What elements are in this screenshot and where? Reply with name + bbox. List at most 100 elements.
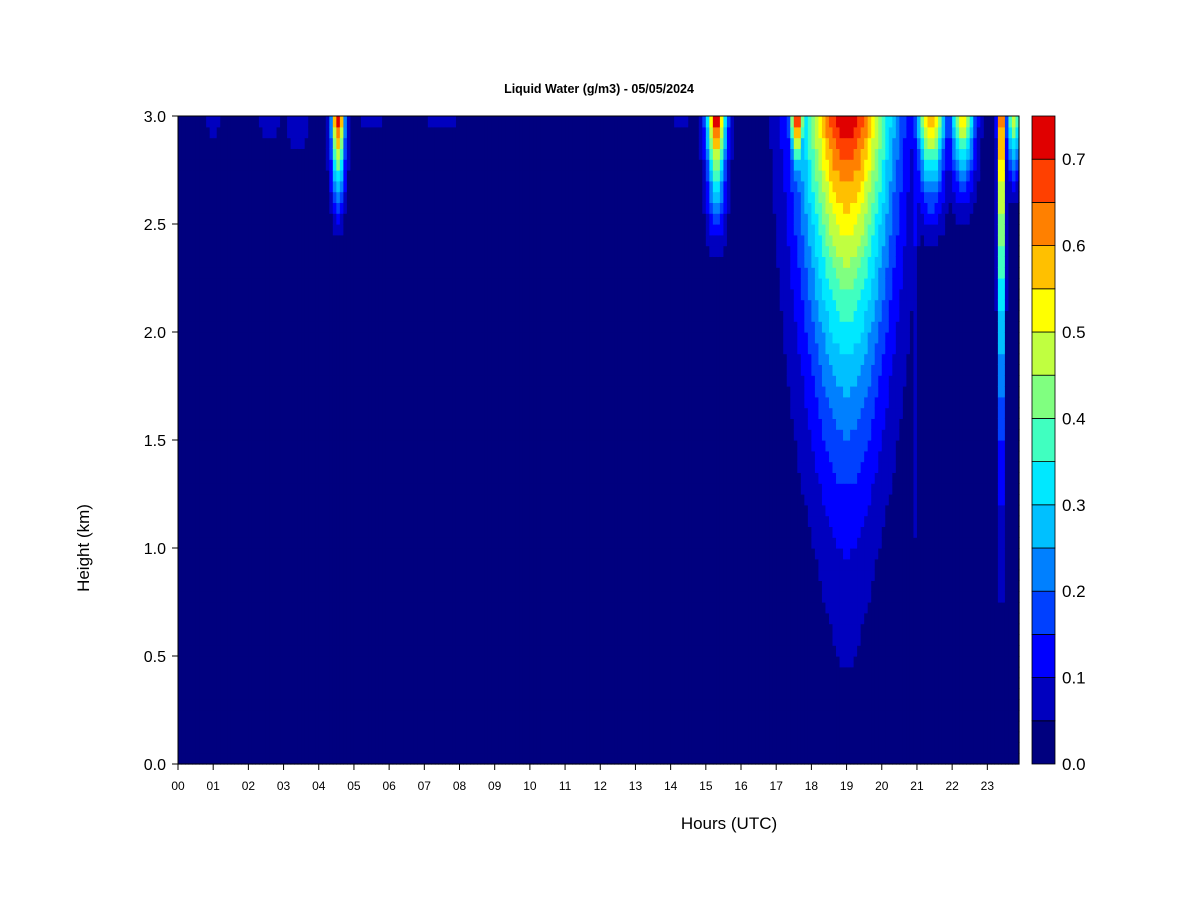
heatmap-cell [346, 375, 352, 387]
heatmap-cell [339, 375, 344, 387]
heatmap-cell [318, 332, 323, 344]
heatmap-cell [434, 234, 439, 247]
heatmap-cell [463, 494, 468, 506]
heatmap-cell [230, 645, 235, 657]
heatmap-cell [213, 515, 218, 527]
heatmap-cell [413, 526, 418, 538]
heatmap-cell [375, 483, 380, 495]
heatmap-cell [403, 364, 408, 376]
heatmap-cell [420, 245, 425, 257]
heatmap-cell [262, 461, 267, 473]
heatmap-cell [280, 483, 285, 495]
heatmap-cell [445, 396, 450, 409]
heatmap-cell [297, 580, 302, 592]
heatmap-cell [227, 450, 232, 463]
heatmap-cell [241, 116, 246, 128]
heatmap-cell [206, 245, 211, 257]
heatmap-cell [385, 440, 390, 452]
heatmap-cell [403, 234, 408, 247]
heatmap-cell [452, 580, 457, 592]
heatmap-cell [420, 645, 425, 657]
heatmap-cell [255, 429, 260, 441]
heatmap-cell [294, 720, 299, 733]
heatmap-cell [360, 310, 366, 322]
heatmap-cell [297, 742, 302, 754]
heatmap-cell [375, 137, 380, 149]
heatmap-cell [368, 623, 373, 635]
heatmap-cell [382, 267, 387, 279]
heatmap-cell [209, 602, 214, 614]
heatmap-cell [237, 396, 242, 409]
heatmap-cell [304, 688, 309, 700]
heatmap-cell [248, 267, 253, 279]
heatmap-cell [378, 126, 383, 139]
heatmap-cell [459, 170, 464, 182]
heatmap-cell [297, 386, 302, 398]
heatmap-cell [385, 710, 390, 722]
heatmap-cell [375, 180, 380, 193]
heatmap-cell [339, 677, 344, 689]
heatmap-cell [329, 742, 334, 754]
heatmap-cell [265, 526, 271, 538]
heatmap-cell [452, 353, 457, 365]
heatmap-cell [290, 677, 295, 689]
heatmap-cell [325, 234, 330, 247]
heatmap-cell [463, 342, 468, 355]
heatmap-cell [318, 418, 323, 430]
heatmap-cell [438, 159, 443, 171]
heatmap-cell [206, 504, 211, 517]
heatmap-cell [185, 396, 190, 409]
heatmap-cell [371, 645, 376, 657]
heatmap-cell [262, 656, 267, 668]
heatmap-cell [273, 148, 278, 160]
heatmap-cell [371, 191, 376, 203]
heatmap-cell [311, 321, 316, 333]
heatmap-cell [315, 558, 320, 571]
heatmap-cell [262, 332, 267, 344]
heatmap-cell [459, 180, 464, 193]
heatmap-cell [357, 213, 362, 225]
heatmap-cell [318, 191, 323, 203]
heatmap-cell [273, 353, 278, 365]
heatmap-cell [424, 299, 429, 311]
heatmap-cell [346, 742, 352, 754]
heatmap-cell [357, 180, 362, 193]
heatmap-cell [315, 591, 320, 603]
heatmap-cell [206, 440, 211, 452]
heatmap-cell [455, 202, 461, 214]
heatmap-cell [368, 299, 373, 311]
heatmap-cell [304, 645, 309, 657]
heatmap-cell [434, 461, 439, 473]
heatmap-cell [427, 483, 432, 495]
heatmap-cell [202, 656, 207, 668]
heatmap-cell [265, 472, 271, 484]
heatmap-cell [188, 742, 193, 754]
heatmap-cell [399, 504, 404, 517]
heatmap-cell [463, 569, 468, 581]
heatmap-cell [322, 375, 327, 387]
heatmap-cell [343, 267, 348, 279]
heatmap-cell [290, 731, 295, 743]
heatmap-cell [178, 450, 183, 463]
heatmap-cell [220, 170, 225, 182]
heatmap-cell [448, 677, 454, 689]
heatmap-cell [445, 720, 450, 733]
heatmap-cell [466, 288, 471, 301]
heatmap-cell [181, 450, 186, 463]
heatmap-cell [339, 461, 344, 473]
heatmap-cell [230, 504, 235, 517]
heatmap-cell [227, 753, 232, 765]
heatmap-cell [368, 710, 373, 722]
heatmap-cell [283, 526, 288, 538]
heatmap-cell [311, 137, 316, 149]
heatmap-cell [262, 375, 267, 387]
heatmap-cell [230, 321, 235, 333]
heatmap-cell [304, 234, 309, 247]
heatmap-cell [431, 591, 436, 603]
heatmap-cell [420, 375, 425, 387]
heatmap-cell [417, 537, 422, 549]
heatmap-cell [445, 278, 450, 290]
heatmap-cell [304, 742, 309, 754]
heatmap-cell [389, 558, 394, 571]
heatmap-cell [181, 623, 186, 635]
